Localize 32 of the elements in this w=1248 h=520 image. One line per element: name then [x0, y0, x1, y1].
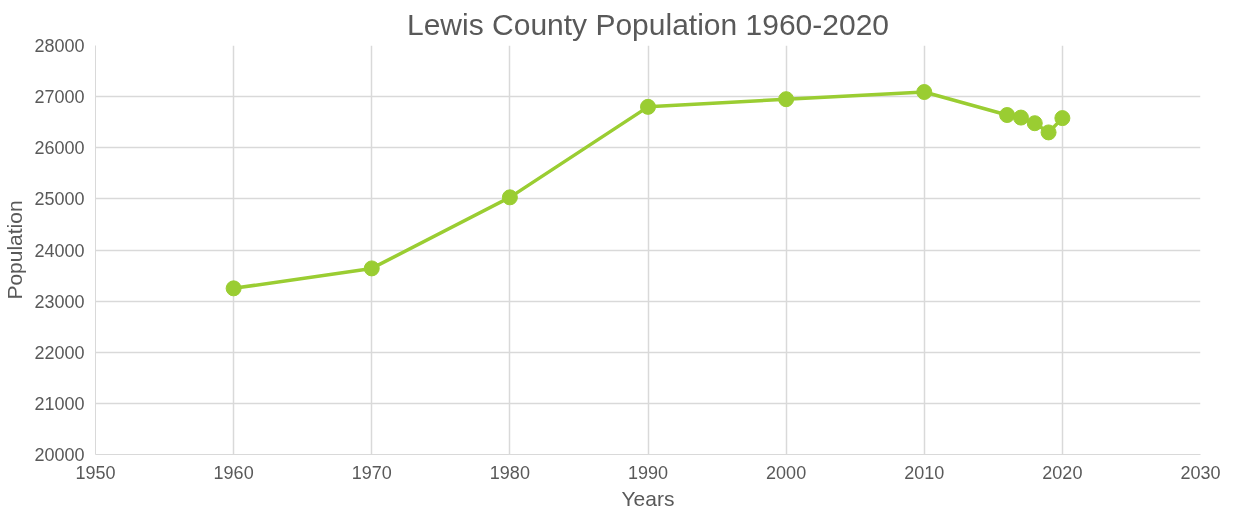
x-tick-label: 2010 [904, 462, 945, 483]
y-axis-title: Population [3, 200, 27, 300]
y-tick-label: 20000 [34, 445, 85, 465]
chart-title: Lewis County Population 1960-2020 [407, 7, 890, 41]
x-tick-label: 2030 [1180, 462, 1221, 483]
y-tick-label: 28000 [34, 36, 85, 56]
x-tick-label: 1950 [75, 462, 116, 483]
point [640, 98, 656, 115]
x-tick-label: 1960 [213, 462, 254, 483]
y-tick-label: 22000 [34, 342, 85, 363]
y-tick-label: 27000 [34, 87, 85, 108]
point [999, 107, 1016, 124]
point [1012, 109, 1029, 126]
point [225, 280, 242, 297]
x-tick-label: 1980 [489, 462, 530, 483]
point [1026, 115, 1043, 132]
y-tick-label: 23000 [34, 291, 85, 312]
y-tick-label: 25000 [34, 189, 85, 210]
x-axis-title: Years [621, 486, 675, 510]
x-tick-label: 1970 [351, 462, 392, 483]
x-tick-label: 1990 [627, 462, 669, 483]
point [501, 189, 518, 206]
x-tick-label: 2000 [766, 462, 807, 483]
x-tick-label: 2020 [1042, 462, 1083, 483]
y-tick-label: 24000 [34, 240, 85, 261]
y-tick-label: 21000 [34, 393, 85, 414]
point [1040, 124, 1057, 141]
point [1054, 110, 1071, 127]
y-tick-label: 26000 [34, 138, 85, 159]
point [778, 91, 795, 108]
point [916, 84, 933, 101]
point [363, 260, 380, 277]
